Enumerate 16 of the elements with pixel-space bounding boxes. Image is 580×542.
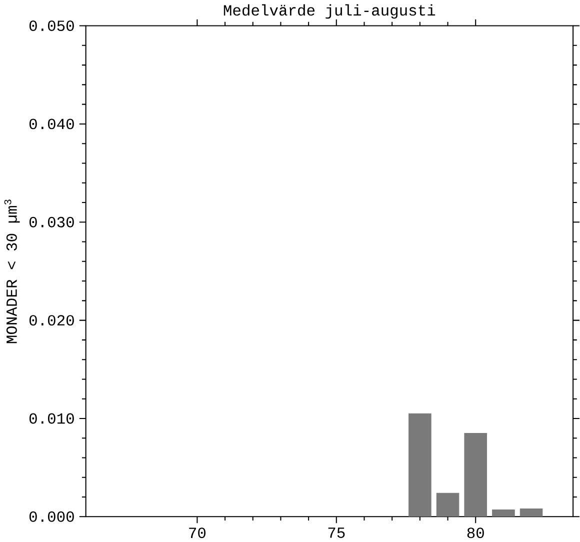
y-axis-title: MONADER < 30 µm$^{3}$	[4, 199, 20, 343]
y-tick-label: 0.040	[29, 118, 74, 129]
y-tick-label: 0.000	[29, 511, 74, 522]
bar	[408, 413, 432, 516]
x-tick-label: 70	[189, 527, 206, 538]
y-tick-label: 0.050	[29, 20, 74, 31]
y-tick-label: 0.010	[29, 413, 74, 424]
bar	[520, 508, 543, 516]
x-tick-label: 75	[328, 527, 345, 538]
bar	[436, 492, 460, 516]
bar	[464, 432, 488, 516]
y-tick-label: 0.030	[29, 216, 74, 228]
y-tick-label: 0.020	[29, 314, 74, 326]
chart-title: Medelvärde juli-augusti	[224, 4, 436, 18]
x-tick-label: 80	[467, 527, 484, 538]
bar	[492, 509, 515, 516]
